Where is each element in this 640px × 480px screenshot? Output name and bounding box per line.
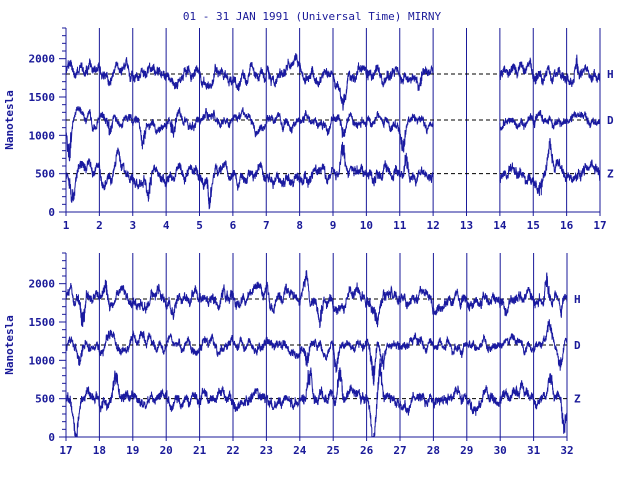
x-tick-label: 15 [527,219,540,232]
y-tick-label: 2000 [29,278,56,291]
x-tick-label: 2 [96,219,103,232]
x-tick-label: 9 [330,219,337,232]
series-z-label: Z [607,168,614,181]
x-tick-label: 11 [393,219,407,232]
x-tick-label: 8 [296,219,303,232]
panels-group: 1 2 3 4 5 6 7 8 9 10 11 12 13 14 15 16 17050010001500200… [3,27,614,457]
y-tick-label: 500 [35,168,55,181]
x-tick-label: 21 [193,444,207,457]
x-tick-label: 4 [163,219,170,232]
series-h-label: H [574,293,581,306]
x-tick-label: 18 [93,444,106,457]
y-axis-label: Nanotesla [3,90,16,150]
x-tick-label: 26 [360,444,374,457]
y-tick-label: 0 [48,206,55,219]
x-tick-label: 17 [593,219,606,232]
panel-1: 1 2 3 4 5 6 7 8 9 10 11 12 13 14 15 16 17050010001500200… [3,27,614,232]
x-tick-label: 20 [160,444,173,457]
y-axis-label: Nanotesla [3,315,16,375]
x-tick-label: 22 [226,444,239,457]
x-tick-label: 1 [63,219,70,232]
x-tick-label: 13 [460,219,473,232]
x-tick-label: 6 [230,219,237,232]
x-tick-label: 12 [427,219,440,232]
series-d-trace [65,106,601,162]
chart-title: 01 - 31 JAN 1991 (Universal Time) MIRNY [183,10,442,23]
x-tick-label: 3 [129,219,136,232]
x-tick-label: 29 [460,444,473,457]
y-tick-label: 1000 [29,354,56,367]
x-tick-label: 16 [560,219,574,232]
series-h-trace [65,270,568,329]
x-tick-label: 31 [527,444,541,457]
series-z-label: Z [574,393,581,406]
x-tick-label: 10 [360,219,373,232]
y-tick-label: 2000 [29,53,56,66]
y-tick-label: 500 [35,393,55,406]
series-d-label: D [574,339,581,352]
x-tick-label: 27 [393,444,406,457]
y-tick-label: 1000 [29,129,56,142]
series-d-trace [65,319,568,386]
x-tick-label: 19 [126,444,139,457]
y-tick-label: 0 [48,431,55,444]
series-h-label: H [607,68,614,81]
x-tick-label: 24 [293,444,307,457]
y-tick-label: 1500 [29,91,56,104]
panel-2: 17 18 19 20 21 22 23 24 25 26 27 28 29 30 31 32 0 500 1000… [3,252,581,457]
series-z-trace [65,138,601,210]
x-tick-label: 7 [263,219,270,232]
x-tick-label: 14 [493,219,507,232]
x-tick-label: 5 [196,219,203,232]
x-tick-label: 25 [327,444,340,457]
x-tick-label: 28 [427,444,440,457]
x-tick-label: 23 [260,444,273,457]
series-z-trace [65,358,568,438]
y-tick-label: 1500 [29,316,56,329]
series-h-trace [65,53,601,111]
x-tick-label: 30 [494,444,507,457]
x-tick-label: 32 [560,444,573,457]
series-d-label: D [607,114,614,127]
x-tick-label: 17 [59,444,72,457]
